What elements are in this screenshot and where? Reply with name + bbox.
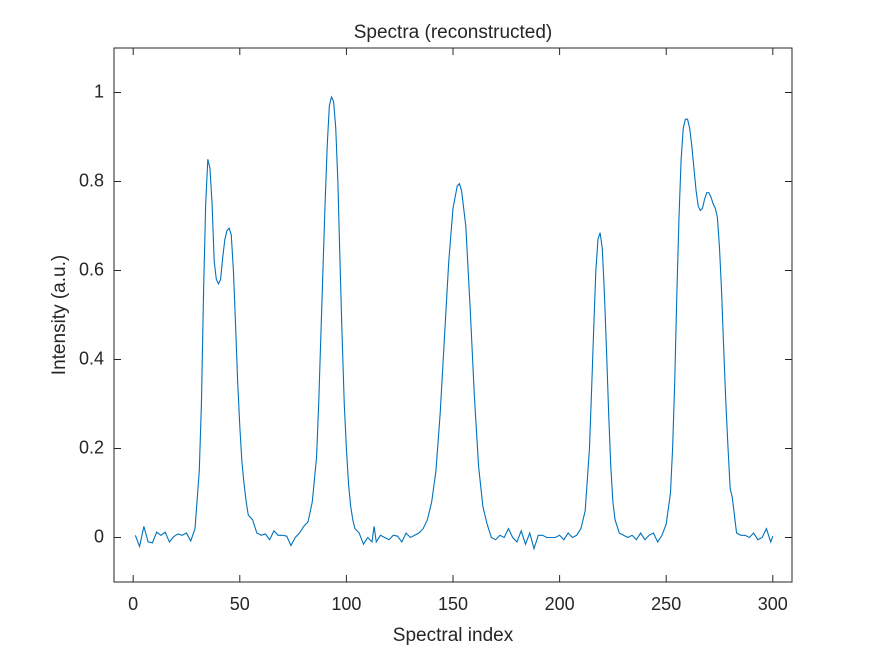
x-tick-label: 300 — [758, 594, 788, 614]
y-tick-label: 0.4 — [79, 348, 104, 368]
x-tick-label: 100 — [331, 594, 361, 614]
spectrum-line — [134, 95, 774, 551]
y-tick-label: 0 — [94, 526, 104, 546]
x-axis-label: Spectral index — [393, 625, 514, 646]
y-tick-label: 0.8 — [79, 170, 104, 190]
y-axis-label: Intensity (a.u.) — [49, 255, 70, 375]
x-tick-label: 250 — [651, 594, 681, 614]
y-tick-label: 0.2 — [79, 437, 104, 457]
x-tick-label: 200 — [545, 594, 575, 614]
y-tick-label: 1 — [94, 81, 104, 101]
x-tick-label: 150 — [438, 594, 468, 614]
chart-title: Spectra (reconstructed) — [354, 22, 553, 43]
x-tick-label: 0 — [128, 594, 138, 614]
plot-box — [113, 47, 793, 583]
x-tick-label: 50 — [230, 594, 250, 614]
y-tick-label: 0.6 — [79, 259, 104, 279]
